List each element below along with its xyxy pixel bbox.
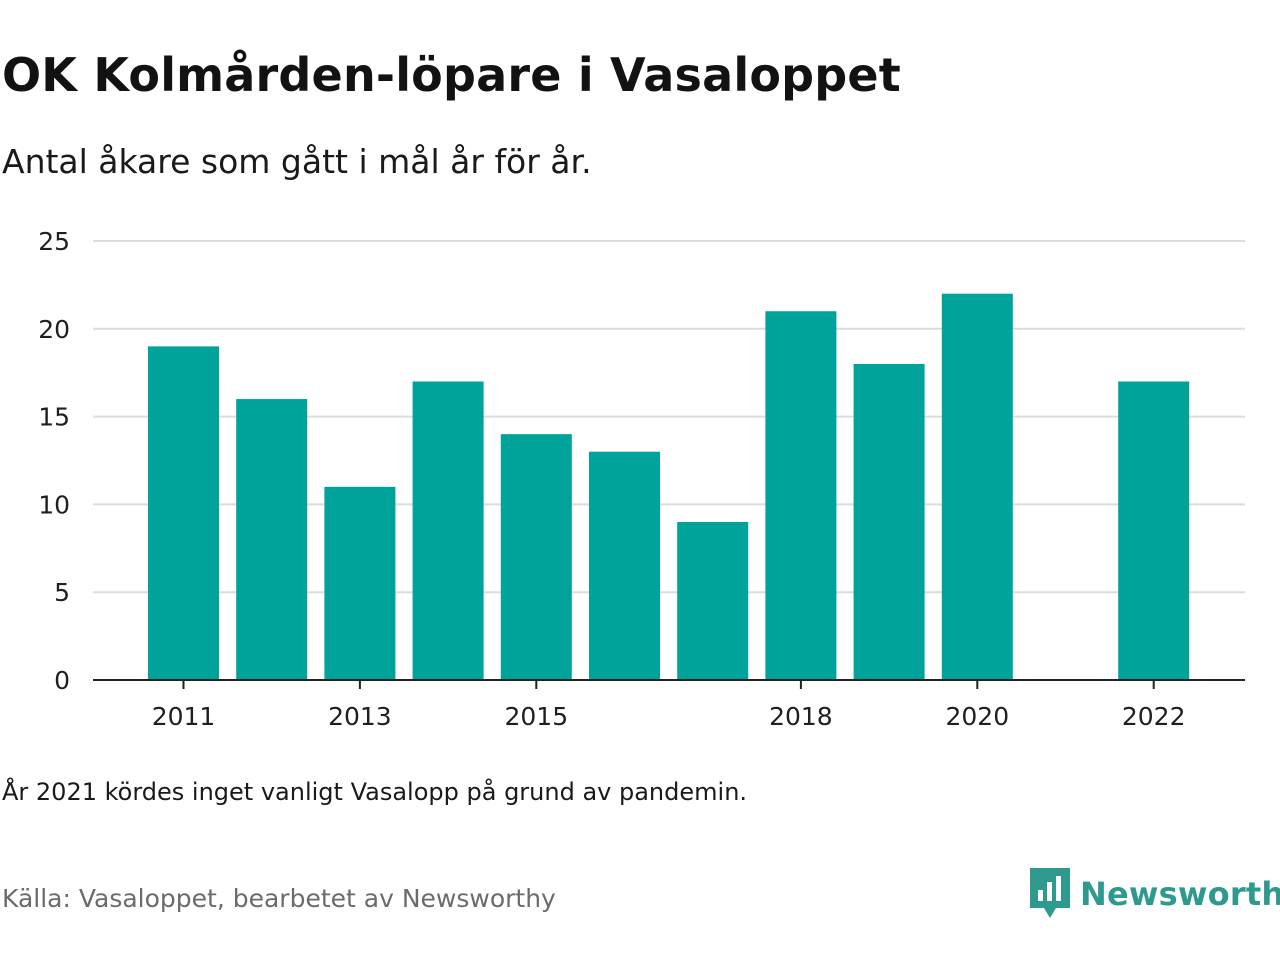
bar-2018 [765,311,837,680]
x-axis-labels: 2011 2013 2015 2018 2020 2022 [152,702,1186,731]
chart-subtitle: Antal åkare som gått i mål år för år. [2,142,592,181]
bars [148,293,1190,680]
bar-2011 [148,346,219,680]
x-tick-label-2011: 2011 [152,702,216,731]
y-tick-label-10: 10 [38,490,70,519]
bar-2016 [589,451,660,680]
bar-2014 [412,381,484,680]
y-tick-label-20: 20 [38,315,70,344]
x-tick-label-2013: 2013 [328,702,392,731]
y-axis-labels: 0 5 10 15 20 25 [38,227,70,695]
bar-2015 [500,434,572,680]
chart-title: OK Kolmården-löpare i Vasaloppet [2,48,901,102]
brand-logo: Newsworthy [1030,868,1280,920]
x-tick-label-2022: 2022 [1122,702,1186,731]
bar-2017 [677,521,749,680]
y-tick-label-15: 15 [38,403,70,432]
brand-name: Newsworthy [1080,875,1280,913]
bar-2013 [324,486,396,680]
bar-2022 [1118,381,1190,680]
y-tick-label-5: 5 [54,578,70,607]
x-tick-label-2020: 2020 [945,702,1009,731]
x-axis-ticks [182,680,1155,689]
bar-2012 [236,399,308,680]
y-tick-label-0: 0 [54,666,70,695]
bar-2019 [853,363,925,680]
bar-chart: 0 5 10 15 20 25 2011 2013 2015 2018 2020 2022 [38,227,1245,731]
newsworthy-logo-icon [1030,868,1070,918]
x-tick-label-2015: 2015 [504,702,568,731]
x-tick-label-2018: 2018 [769,702,833,731]
bar-2020 [941,293,1013,680]
footnote: År 2021 kördes inget vanligt Vasalopp på… [2,778,748,806]
source-text: Källa: Vasaloppet, bearbetet av Newswort… [2,884,556,913]
y-tick-label-25: 25 [38,227,70,256]
